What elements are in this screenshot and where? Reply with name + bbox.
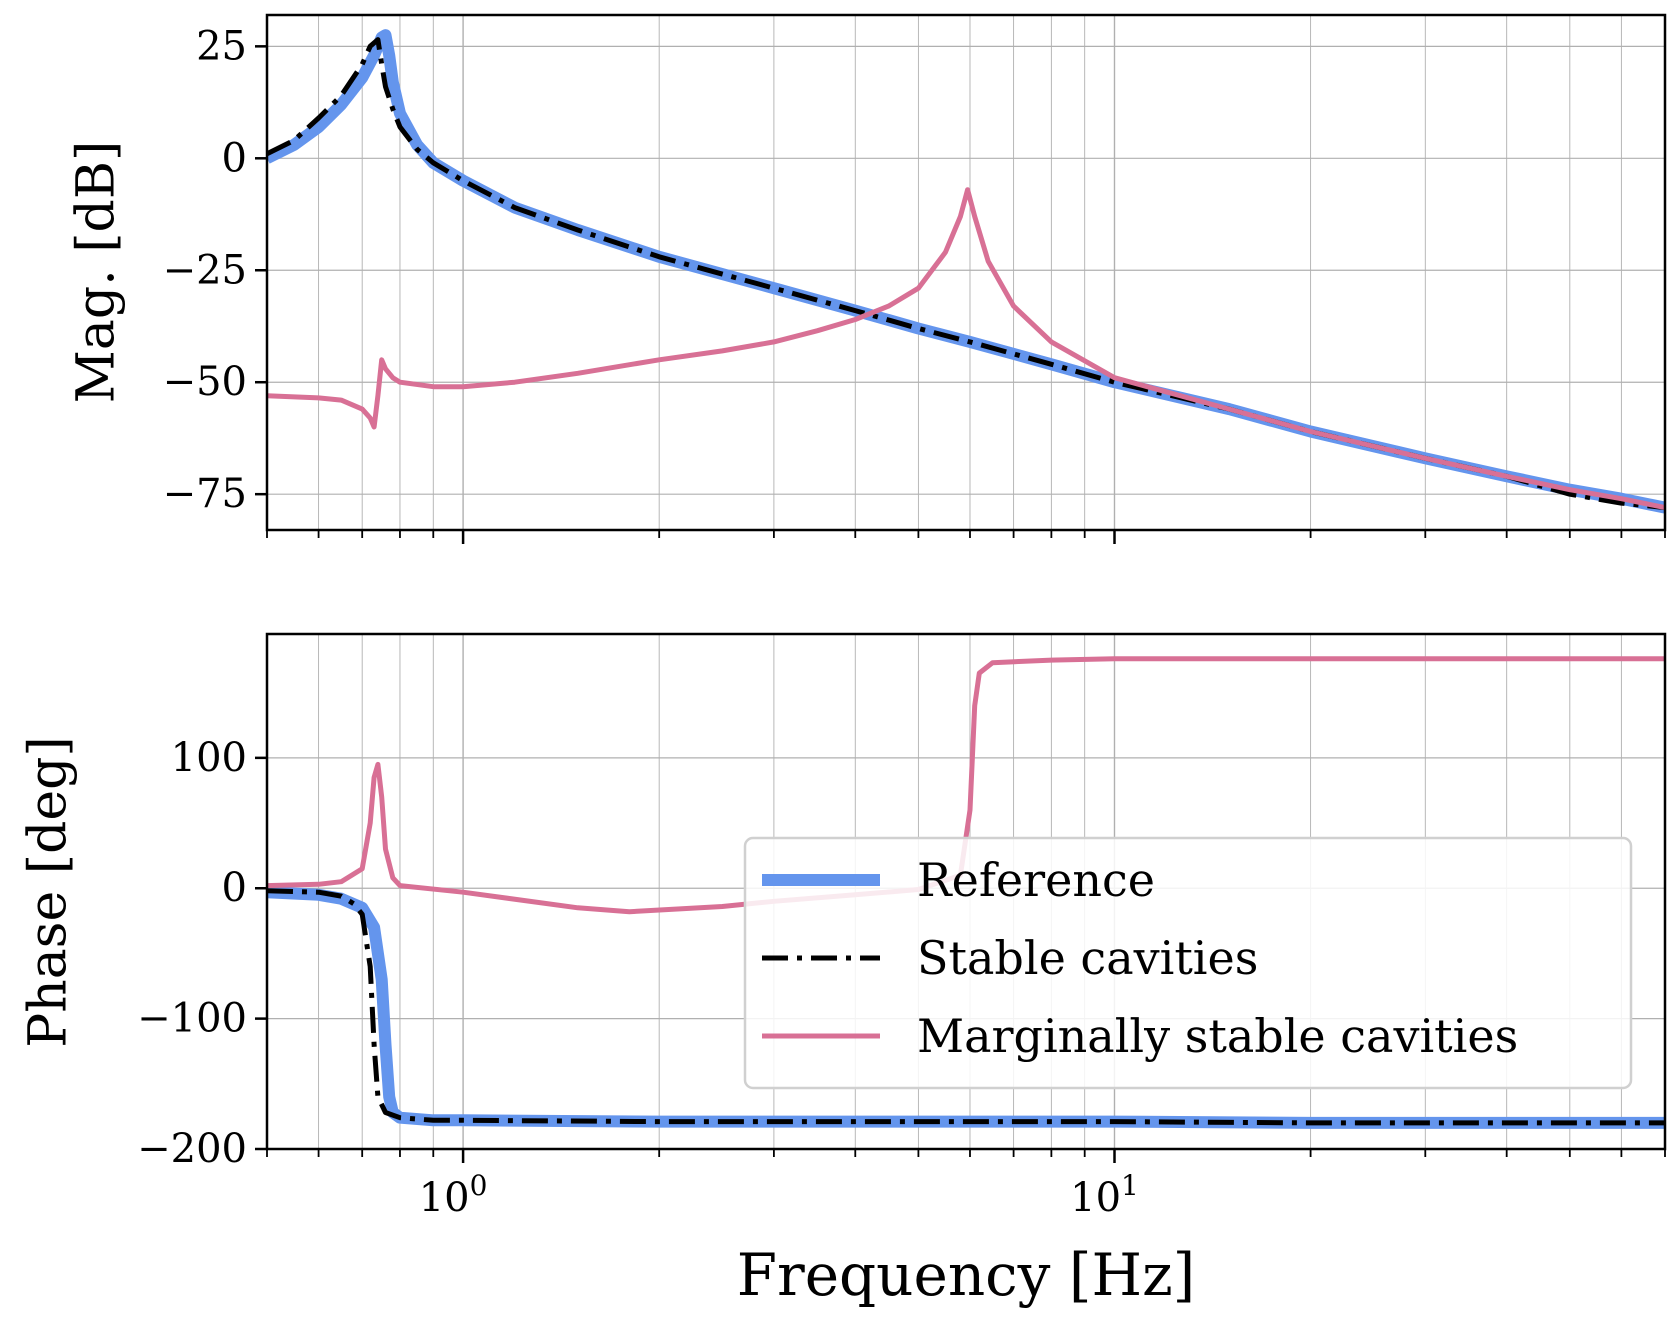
magnitude-frame [265,13,1667,532]
magnitude-ylabel: Mag. [dB] [67,141,127,404]
legend-label-reference: Reference [917,853,1155,907]
phase-series [267,656,1665,1129]
y-tick-label: −75 [163,471,247,517]
legend: Reference Stable cavities Marginally sta… [743,836,1633,1090]
y-tick-label: 25 [196,23,247,69]
magnitude-panel: 25 0 −25 −50 −75 Mag. [dB] [67,13,1667,544]
phase-frame [265,632,1667,1151]
y-tick-label: −200 [137,1126,247,1172]
y-tick-label: −25 [163,247,247,293]
y-tick-label: 100 [171,735,247,781]
y-tick-label: 0 [222,135,247,181]
magnitude-grid [266,15,1666,530]
legend-label-stable: Stable cavities [917,931,1258,985]
magnitude-y-ticks: 25 0 −25 −50 −75 [163,23,267,517]
phase-panel: 100 0 −100 −200 100 101 Phase [deg] Referenc… [19,632,1667,1221]
legend-box [743,836,1633,1090]
x-tick-label: 100 [419,1169,488,1221]
phase-ylabel: Phase [deg] [19,736,79,1047]
magnitude-series [267,29,1665,514]
series-line-marginally-stable-cavities [267,187,1665,511]
y-tick-label: −100 [137,996,247,1042]
series-line-marginally-stable-cavities [267,656,1665,915]
magnitude-x-ticks [266,530,1666,544]
y-tick-label: −50 [163,359,247,405]
x-tick-label: 101 [1070,1169,1139,1221]
legend-label-marginal: Marginally stable cavities [917,1009,1518,1063]
phase-y-ticks: 100 0 −100 −200 [137,735,267,1172]
x-axis-label: Frequency [Hz] [737,1241,1196,1309]
y-tick-label: 0 [222,865,247,911]
series-line-stable-cavities [267,888,1665,1126]
phase-x-ticks: 100 101 [266,1149,1666,1221]
